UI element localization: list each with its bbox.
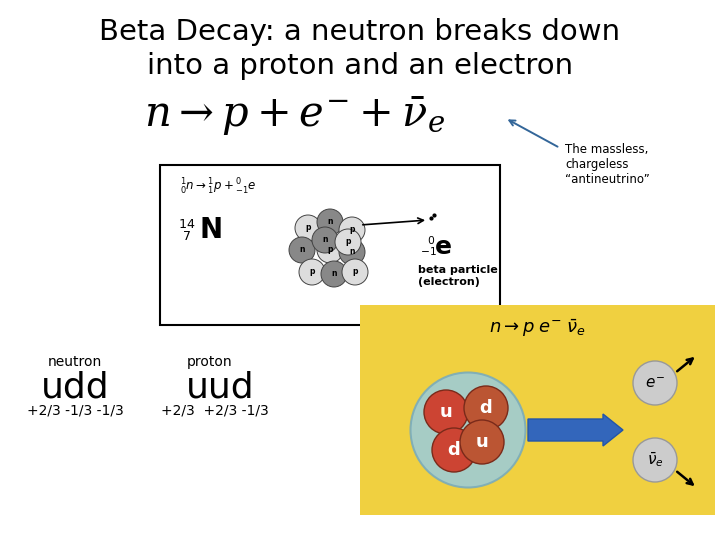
Bar bbox=[160, 165, 500, 325]
Circle shape bbox=[317, 237, 343, 263]
Text: $\bar{\nu}_e$: $\bar{\nu}_e$ bbox=[647, 450, 663, 469]
Circle shape bbox=[464, 386, 508, 430]
Circle shape bbox=[312, 227, 338, 253]
Circle shape bbox=[339, 217, 365, 243]
Circle shape bbox=[289, 237, 315, 263]
Text: into a proton and an electron: into a proton and an electron bbox=[147, 52, 573, 80]
Text: p: p bbox=[346, 238, 351, 246]
Text: proton: proton bbox=[187, 355, 233, 369]
Text: p: p bbox=[349, 226, 355, 234]
Text: neutron: neutron bbox=[48, 355, 102, 369]
Circle shape bbox=[295, 215, 321, 241]
Text: e: e bbox=[435, 235, 452, 259]
Text: p: p bbox=[352, 267, 358, 276]
Text: n: n bbox=[323, 235, 328, 245]
Text: d: d bbox=[448, 441, 460, 459]
Text: u: u bbox=[440, 403, 452, 421]
FancyArrow shape bbox=[528, 414, 623, 446]
Text: u: u bbox=[476, 433, 488, 451]
Text: beta particle
(electron): beta particle (electron) bbox=[418, 265, 498, 287]
Text: The massless,
chargeless
“antineutrino”: The massless, chargeless “antineutrino” bbox=[565, 143, 649, 186]
Text: n: n bbox=[300, 246, 305, 254]
Text: +2/3 -1/3 -1/3: +2/3 -1/3 -1/3 bbox=[27, 404, 123, 418]
Text: udd: udd bbox=[41, 370, 109, 404]
Ellipse shape bbox=[410, 373, 526, 488]
Text: +2/3  +2/3 -1/3: +2/3 +2/3 -1/3 bbox=[161, 404, 269, 418]
Text: $n \rightarrow p + e^{-} + \bar{\nu}_e$: $n \rightarrow p + e^{-} + \bar{\nu}_e$ bbox=[145, 95, 446, 138]
Text: $e^{-}$: $e^{-}$ bbox=[645, 375, 665, 390]
Text: $^1_0n \rightarrow ^1_1p + ^0_{-1}e$: $^1_0n \rightarrow ^1_1p + ^0_{-1}e$ bbox=[180, 177, 256, 197]
Circle shape bbox=[633, 361, 677, 405]
Circle shape bbox=[424, 390, 468, 434]
Text: n: n bbox=[349, 247, 355, 256]
Text: $n \rightarrow p\; e^{-}\; \bar{\nu}_e$: $n \rightarrow p\; e^{-}\; \bar{\nu}_e$ bbox=[489, 317, 586, 339]
Text: Beta Decay: a neutron breaks down: Beta Decay: a neutron breaks down bbox=[99, 18, 621, 46]
Text: $^{14}_{\ 7}$: $^{14}_{\ 7}$ bbox=[178, 218, 195, 242]
Text: p: p bbox=[305, 224, 311, 233]
Circle shape bbox=[432, 428, 476, 472]
Text: $^{\ \ 0}_{-1}$: $^{\ \ 0}_{-1}$ bbox=[420, 235, 437, 258]
Text: p: p bbox=[310, 267, 315, 276]
Circle shape bbox=[321, 261, 347, 287]
Text: d: d bbox=[480, 399, 492, 417]
Circle shape bbox=[460, 420, 504, 464]
Text: uud: uud bbox=[186, 370, 254, 404]
Circle shape bbox=[335, 229, 361, 255]
Text: n: n bbox=[328, 218, 333, 226]
Text: p: p bbox=[328, 246, 333, 254]
Circle shape bbox=[633, 438, 677, 482]
Circle shape bbox=[317, 209, 343, 235]
Circle shape bbox=[339, 239, 365, 265]
Text: n: n bbox=[331, 269, 337, 279]
Circle shape bbox=[342, 259, 368, 285]
Text: N: N bbox=[200, 216, 223, 244]
Bar bbox=[360, 305, 715, 515]
Circle shape bbox=[299, 259, 325, 285]
